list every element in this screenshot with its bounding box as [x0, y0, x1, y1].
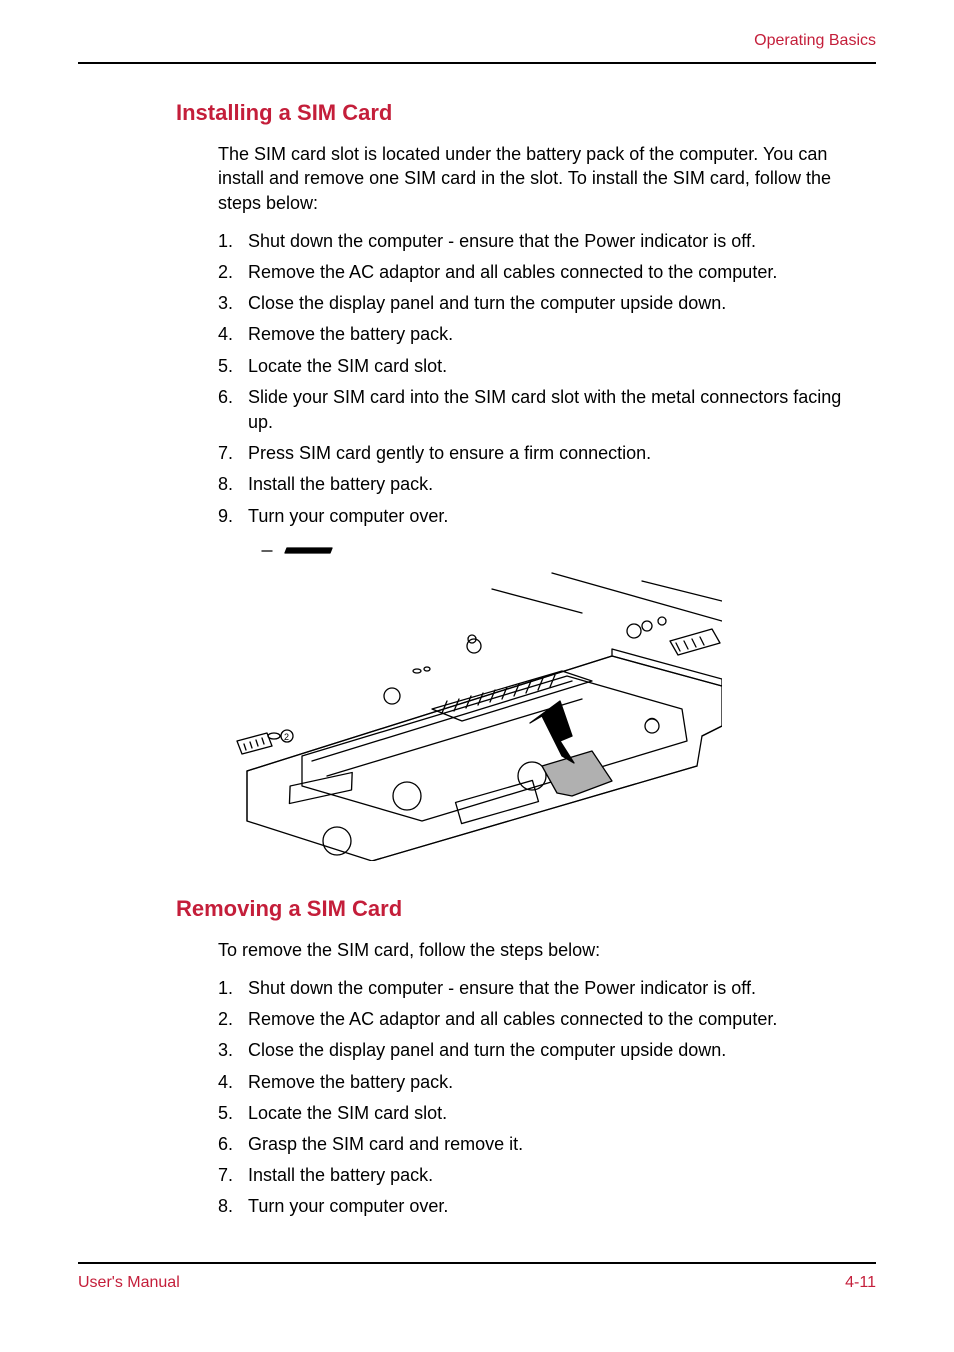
remove-step: Turn your computer over.	[218, 1194, 866, 1219]
remove-step: Install the battery pack.	[218, 1163, 866, 1188]
install-step: Remove the AC adaptor and all cables con…	[218, 260, 866, 285]
remove-step: Remove the AC adaptor and all cables con…	[218, 1007, 866, 1032]
install-step: Slide your SIM card into the SIM card sl…	[218, 385, 866, 435]
sim-install-diagram: 2	[232, 541, 722, 866]
remove-step: Close the display panel and turn the com…	[218, 1038, 866, 1063]
remove-step: Remove the battery pack.	[218, 1070, 866, 1095]
install-step: Press SIM card gently to ensure a firm c…	[218, 441, 866, 466]
remove-step: Shut down the computer - ensure that the…	[218, 976, 866, 1001]
footer-right: 4-11	[845, 1274, 876, 1292]
remove-step: Grasp the SIM card and remove it.	[218, 1132, 866, 1157]
install-step: Install the battery pack.	[218, 472, 866, 497]
footer-left: User's Manual	[78, 1274, 180, 1292]
install-intro: The SIM card slot is located under the b…	[218, 142, 866, 215]
header-breadcrumb: Operating Basics	[78, 32, 876, 62]
install-steps: Shut down the computer - ensure that the…	[218, 229, 866, 529]
install-step: Remove the battery pack.	[218, 322, 866, 347]
page-content: Operating Basics Installing a SIM Card T…	[0, 0, 954, 1220]
install-step: Shut down the computer - ensure that the…	[218, 229, 866, 254]
remove-intro: To remove the SIM card, follow the steps…	[218, 938, 866, 962]
remove-steps: Shut down the computer - ensure that the…	[218, 976, 866, 1220]
install-step: Locate the SIM card slot.	[218, 354, 866, 379]
footer-rule	[78, 1262, 876, 1264]
header-rule	[78, 62, 876, 64]
install-step: Close the display panel and turn the com…	[218, 291, 866, 316]
laptop-underside-illustration: 2	[232, 541, 722, 861]
remove-step: Locate the SIM card slot.	[218, 1101, 866, 1126]
remove-heading: Removing a SIM Card	[176, 896, 876, 922]
page-footer: User's Manual 4-11	[78, 1262, 876, 1292]
svg-text:2: 2	[284, 732, 289, 742]
install-step: Turn your computer over.	[218, 504, 866, 529]
install-heading: Installing a SIM Card	[176, 100, 876, 126]
